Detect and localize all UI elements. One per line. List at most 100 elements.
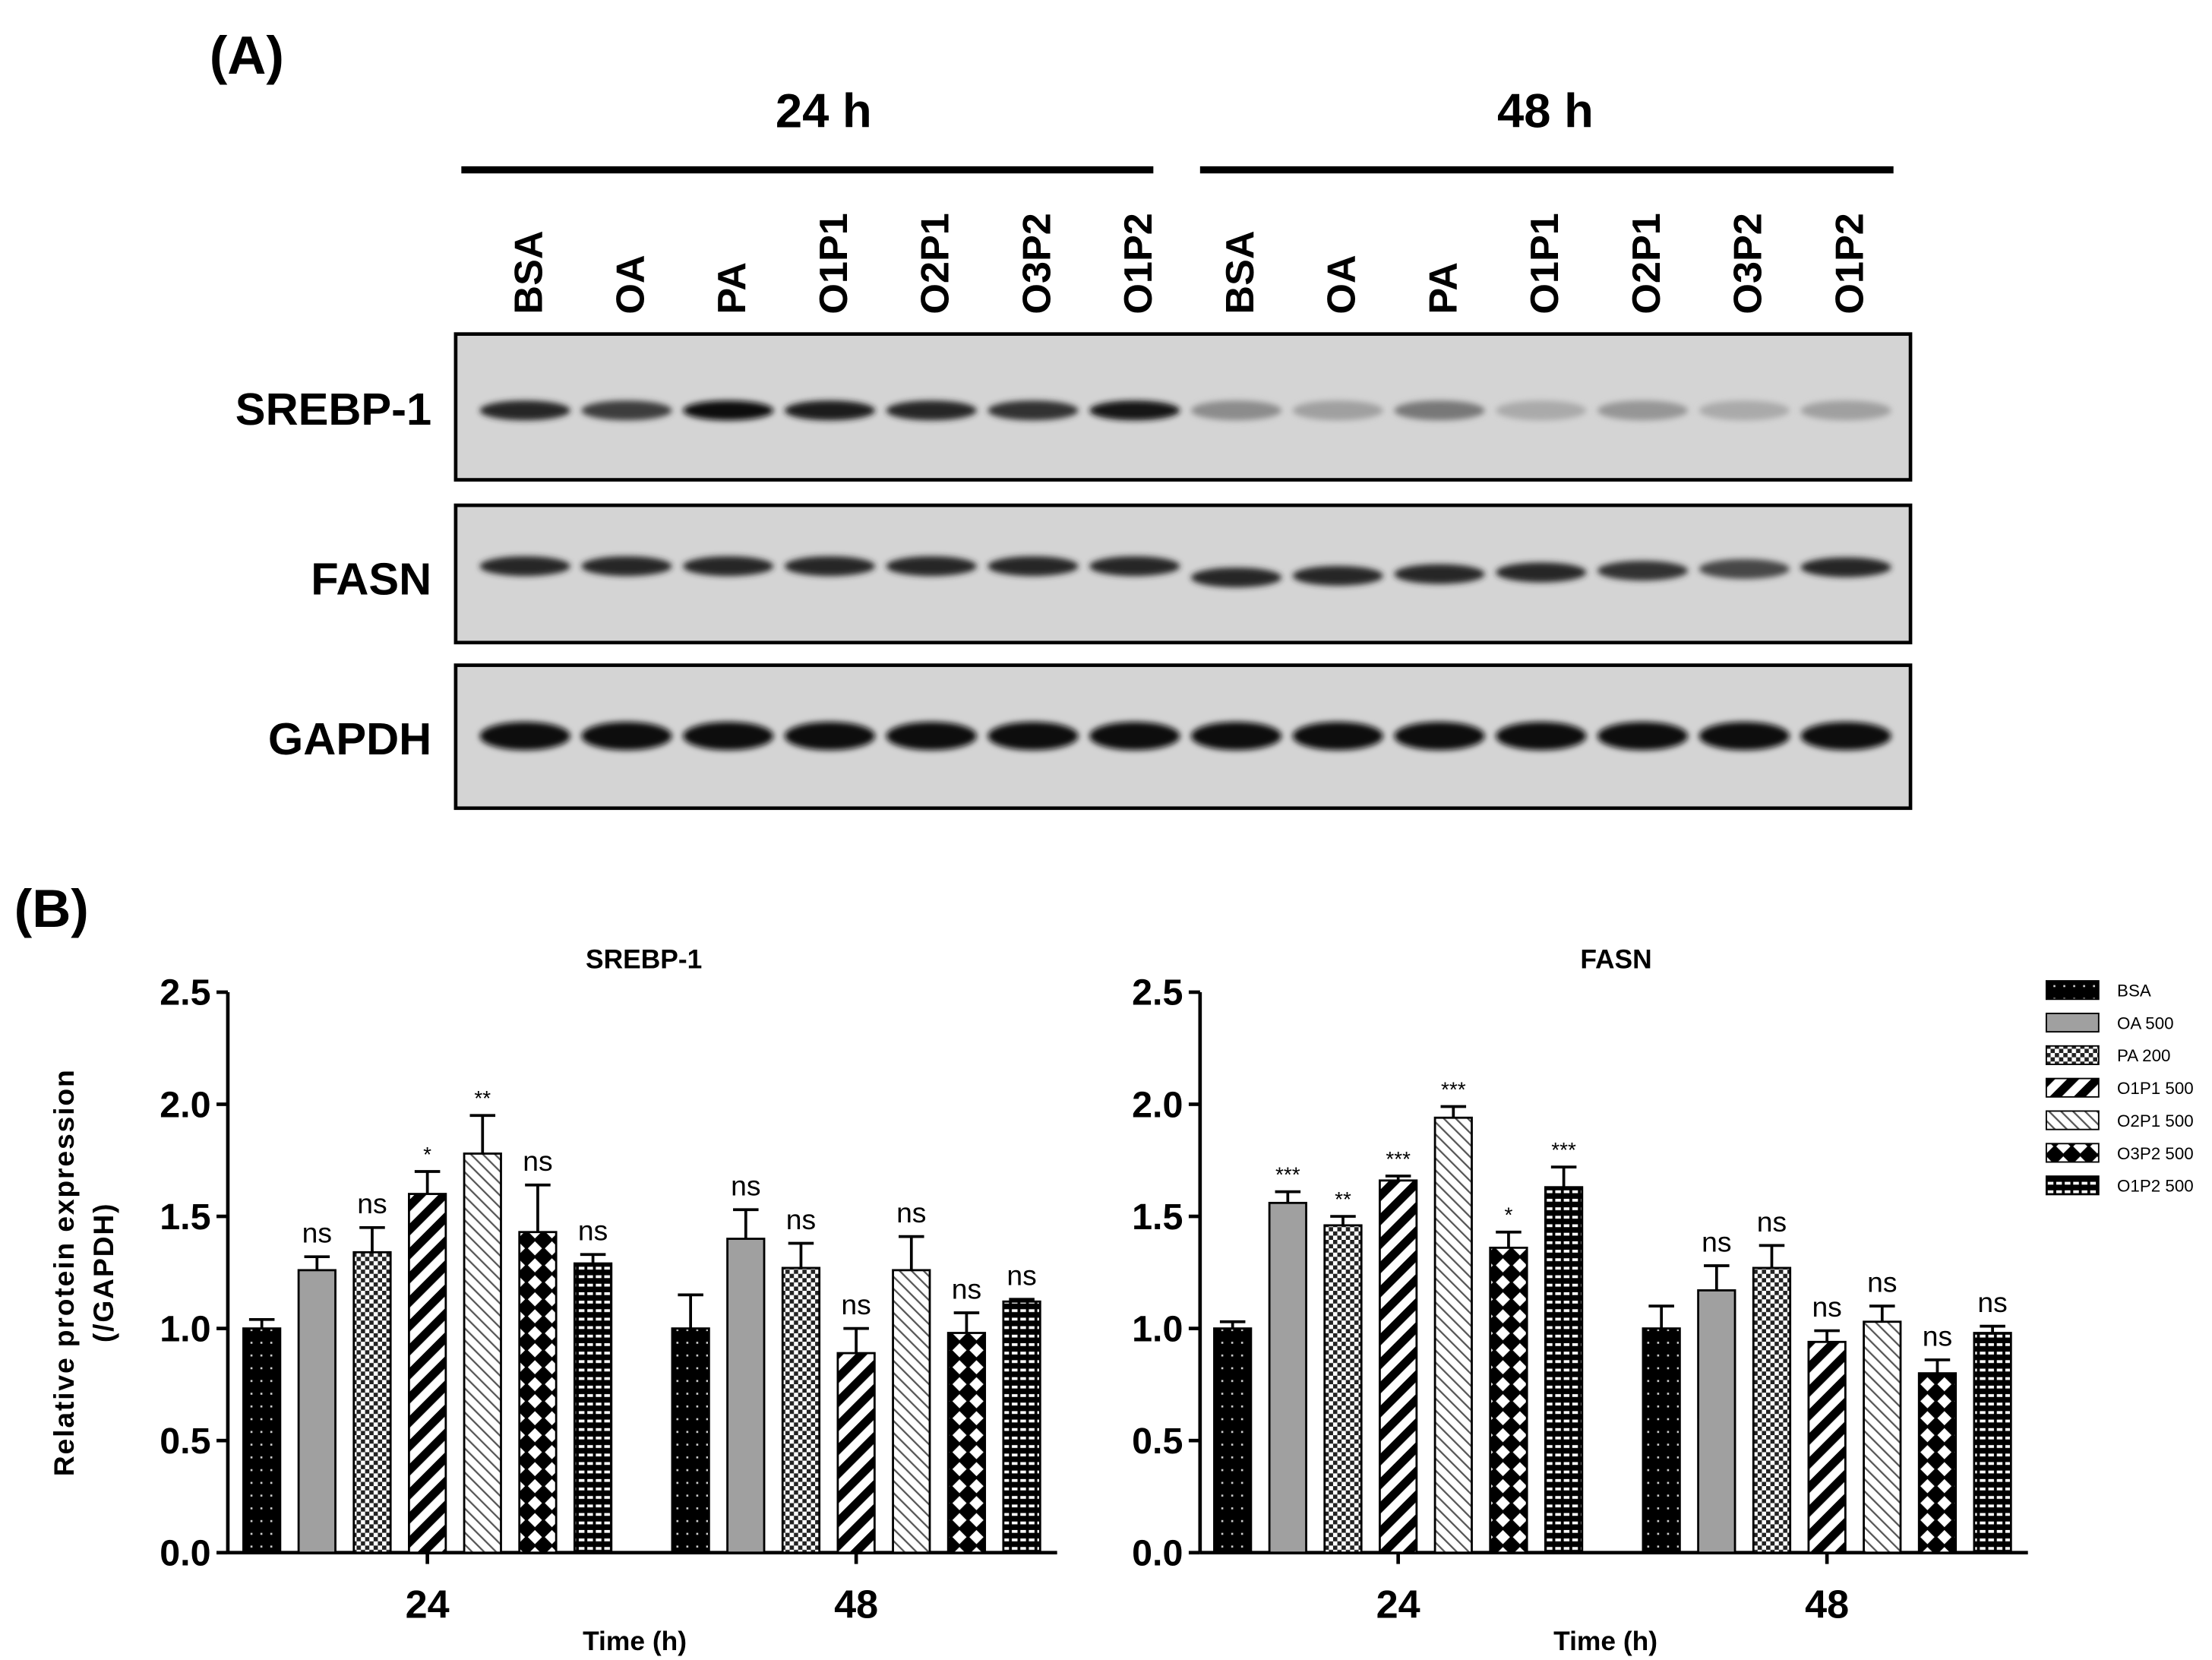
- x-tick-label: 48: [1805, 1583, 1849, 1627]
- blot-band: [683, 400, 774, 421]
- legend-label: O3P2 500: [2117, 1144, 2194, 1163]
- bar: [671, 1327, 710, 1554]
- blot-band: [886, 400, 977, 421]
- blot-band: [784, 556, 876, 577]
- legend-label: OA 500: [2117, 1013, 2174, 1032]
- blot-band: [1698, 400, 1790, 421]
- significance-label: **: [474, 1086, 491, 1110]
- x-axis-label: Time (h): [583, 1627, 687, 1656]
- chart-fasn: FASN0.00.51.01.52.02.5***************24n…: [1132, 944, 2028, 1656]
- blot-band: [1190, 568, 1282, 588]
- blot-band: [988, 556, 1079, 577]
- blot-band: [581, 722, 672, 751]
- lane-label: PA: [1421, 262, 1465, 315]
- y-tick-label: 2.0: [160, 1084, 210, 1125]
- significance-label: ns: [357, 1187, 387, 1219]
- lane-label: BSA: [507, 230, 551, 314]
- x-tick-label: 24: [1376, 1583, 1420, 1627]
- legend-label: O1P2 500: [2117, 1177, 2194, 1196]
- bar: [1807, 1340, 1847, 1554]
- lane-label: O2P1: [1625, 213, 1669, 314]
- bar: [1379, 1179, 1418, 1554]
- panel-a-label: (A): [210, 26, 284, 86]
- blot-band: [1292, 565, 1383, 586]
- bar: [781, 1266, 821, 1554]
- significance-label: ns: [786, 1203, 816, 1235]
- significance-label: ns: [1757, 1206, 1787, 1238]
- lane-label: O1P2: [1117, 213, 1161, 314]
- blot-band: [1800, 722, 1891, 751]
- y-tick-label: 0.0: [160, 1532, 210, 1573]
- x-tick-label: 48: [834, 1583, 878, 1627]
- legend-label: O1P1 500: [2117, 1079, 2194, 1098]
- blot-band: [1698, 722, 1790, 751]
- legend-swatch: [2045, 1143, 2100, 1163]
- significance-label: *: [423, 1143, 431, 1166]
- y-tick-label: 2.5: [160, 972, 210, 1013]
- lane-labels: BSA OA PA O1P1 O2P1 O3P2 O1P2 BSA OA PA O1P1 O2P1 O3…: [507, 213, 1872, 314]
- legend-swatch: [2045, 1175, 2100, 1196]
- bar: [1213, 1327, 1253, 1554]
- blot-band: [581, 400, 672, 421]
- legend: BSA OA 500 PA 200 O1P1 500 O2P1 500 O3P2 500 O…: [2045, 980, 2194, 1196]
- blot-band: [1394, 722, 1485, 751]
- y-tick-label: 1.0: [160, 1308, 210, 1349]
- blot-band: [479, 722, 570, 751]
- bar: [573, 1262, 613, 1554]
- y-axis-label-line: Relative protein expression: [48, 1068, 80, 1476]
- significance-label: ***: [1551, 1138, 1576, 1162]
- y-tick-label: 0.5: [160, 1421, 210, 1462]
- blot-band: [1292, 400, 1383, 421]
- significance-label: ns: [523, 1145, 552, 1177]
- legend-swatch: [2045, 1110, 2100, 1130]
- bar: [836, 1352, 876, 1554]
- bar: [726, 1238, 766, 1554]
- blot-name: GAPDH: [268, 713, 431, 764]
- significance-label: **: [1335, 1187, 1351, 1211]
- significance-label: ns: [1977, 1286, 2007, 1318]
- significance-label: ***: [1275, 1163, 1300, 1187]
- significance-label: ns: [731, 1170, 760, 1202]
- blot-band: [886, 556, 977, 577]
- group-label-24h: 24 h: [776, 85, 872, 138]
- blot-membrane: [453, 663, 1913, 811]
- bar: [1323, 1224, 1363, 1554]
- bar: [463, 1153, 502, 1554]
- blot-band: [886, 722, 977, 751]
- lane-label: O1P2: [1828, 213, 1872, 314]
- y-axis-label-line: (/GAPDH): [87, 1203, 119, 1343]
- blot-band: [479, 400, 570, 421]
- lane-label: OA: [1320, 255, 1364, 314]
- group-label-48h: 48 h: [1497, 85, 1594, 138]
- panel-b-label: (B): [14, 879, 89, 939]
- lane-label: O1P1: [812, 213, 856, 314]
- legend-label: O2P1 500: [2117, 1111, 2194, 1130]
- legend-label: PA 200: [2117, 1046, 2170, 1065]
- significance-label: ns: [896, 1197, 926, 1228]
- y-axis-label: Relative protein expression (/GAPDH): [48, 1068, 119, 1476]
- bar: [946, 1332, 987, 1554]
- blot-band: [784, 400, 876, 421]
- chart-title: SREBP-1: [586, 944, 702, 974]
- y-tick-label: 1.5: [160, 1197, 210, 1238]
- blot-band: [1292, 722, 1383, 751]
- lane-label: O3P2: [1015, 213, 1059, 314]
- legend-swatch: [2045, 980, 2100, 1001]
- bar: [1917, 1372, 1958, 1554]
- y-tick-label: 2.5: [1132, 972, 1183, 1013]
- blot-band: [683, 556, 774, 577]
- significance-label: ns: [841, 1288, 871, 1320]
- blot-band: [784, 722, 876, 751]
- blot-band: [1800, 400, 1891, 421]
- lane-label: O1P1: [1523, 213, 1567, 314]
- x-tick-label: 24: [406, 1583, 450, 1627]
- significance-label: ns: [1702, 1225, 1731, 1257]
- bar: [352, 1251, 392, 1554]
- legend-label: BSA: [2117, 982, 2151, 1001]
- significance-label: ns: [1923, 1320, 1952, 1352]
- significance-label: ns: [1812, 1291, 1841, 1323]
- blot-membrane: [453, 503, 1913, 645]
- bar: [1002, 1300, 1041, 1554]
- chart-title: FASN: [1580, 944, 1651, 974]
